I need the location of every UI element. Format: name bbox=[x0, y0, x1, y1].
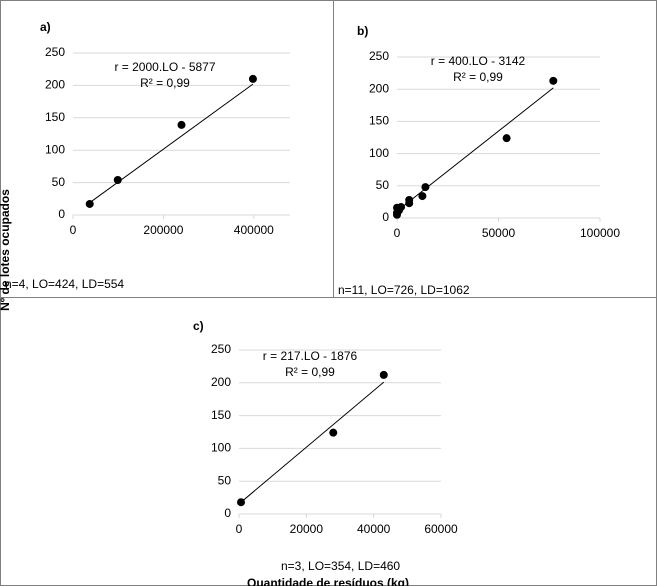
trendline bbox=[89, 83, 254, 204]
annotation: r = 2000.LO - 5877 bbox=[114, 60, 215, 74]
sample-note: n=4, LO=424, LD=554 bbox=[5, 277, 124, 291]
x-tick-label: 40000 bbox=[357, 522, 391, 536]
data-point bbox=[237, 498, 246, 507]
annotation: r = 217.LO - 1876 bbox=[263, 349, 358, 363]
x-axis-label: Quantidade de resíduos (kg) bbox=[247, 576, 409, 586]
data-point bbox=[405, 195, 414, 204]
data-point bbox=[85, 199, 94, 208]
y-tick-label: 0 bbox=[58, 207, 65, 221]
trendline bbox=[397, 87, 554, 211]
y-tick-label: 250 bbox=[45, 45, 65, 59]
y-tick-label: 50 bbox=[376, 178, 390, 192]
trendline bbox=[240, 381, 385, 503]
x-tick-label: 200000 bbox=[143, 223, 183, 237]
x-tick-label: 60000 bbox=[424, 522, 458, 536]
data-point bbox=[421, 183, 430, 192]
y-tick-label: 0 bbox=[224, 506, 231, 520]
x-tick-label: 0 bbox=[394, 226, 401, 240]
y-tick-label: 150 bbox=[211, 408, 231, 422]
data-point bbox=[397, 203, 406, 212]
y-tick-label: 200 bbox=[369, 81, 389, 95]
x-tick-label: 0 bbox=[236, 522, 243, 536]
y-tick-label: 250 bbox=[369, 49, 389, 63]
y-tick-label: 50 bbox=[218, 473, 232, 487]
x-tick-label: 20000 bbox=[290, 522, 324, 536]
panel-label: b) bbox=[357, 24, 368, 38]
data-point bbox=[418, 192, 427, 201]
data-point bbox=[329, 428, 338, 437]
y-tick-label: 150 bbox=[369, 114, 389, 128]
x-tick-label: 50000 bbox=[482, 226, 516, 240]
data-point bbox=[177, 120, 186, 129]
y-tick-label: 100 bbox=[45, 142, 65, 156]
y-axis-label: Nº de lotes ocupados bbox=[0, 189, 12, 311]
data-point bbox=[379, 370, 388, 379]
annotation: R² = 0,99 bbox=[140, 76, 190, 90]
y-tick-label: 250 bbox=[211, 342, 231, 356]
x-tick-label: 400000 bbox=[234, 223, 274, 237]
y-tick-label: 150 bbox=[45, 110, 65, 124]
data-point bbox=[549, 76, 558, 85]
panel-label: a) bbox=[40, 20, 51, 34]
sample-note: n=11, LO=726, LD=1062 bbox=[338, 283, 470, 297]
y-tick-label: 100 bbox=[211, 441, 231, 455]
y-tick-label: 50 bbox=[52, 175, 66, 189]
panel-frame bbox=[0, 297, 657, 586]
data-point bbox=[248, 74, 257, 83]
annotation: R² = 0,99 bbox=[453, 70, 503, 84]
panel-label: c) bbox=[193, 319, 204, 333]
data-point bbox=[113, 176, 122, 185]
y-tick-label: 0 bbox=[382, 210, 389, 224]
data-point bbox=[502, 134, 511, 143]
sample-note: n=3, LO=354, LD=460 bbox=[281, 559, 400, 573]
x-tick-label: 0 bbox=[70, 223, 77, 237]
y-tick-label: 200 bbox=[45, 78, 65, 92]
y-tick-label: 100 bbox=[369, 146, 389, 160]
x-tick-label: 100000 bbox=[580, 226, 620, 240]
annotation: R² = 0,99 bbox=[285, 365, 335, 379]
annotation: r = 400.LO - 3142 bbox=[431, 54, 526, 68]
y-tick-label: 200 bbox=[211, 375, 231, 389]
